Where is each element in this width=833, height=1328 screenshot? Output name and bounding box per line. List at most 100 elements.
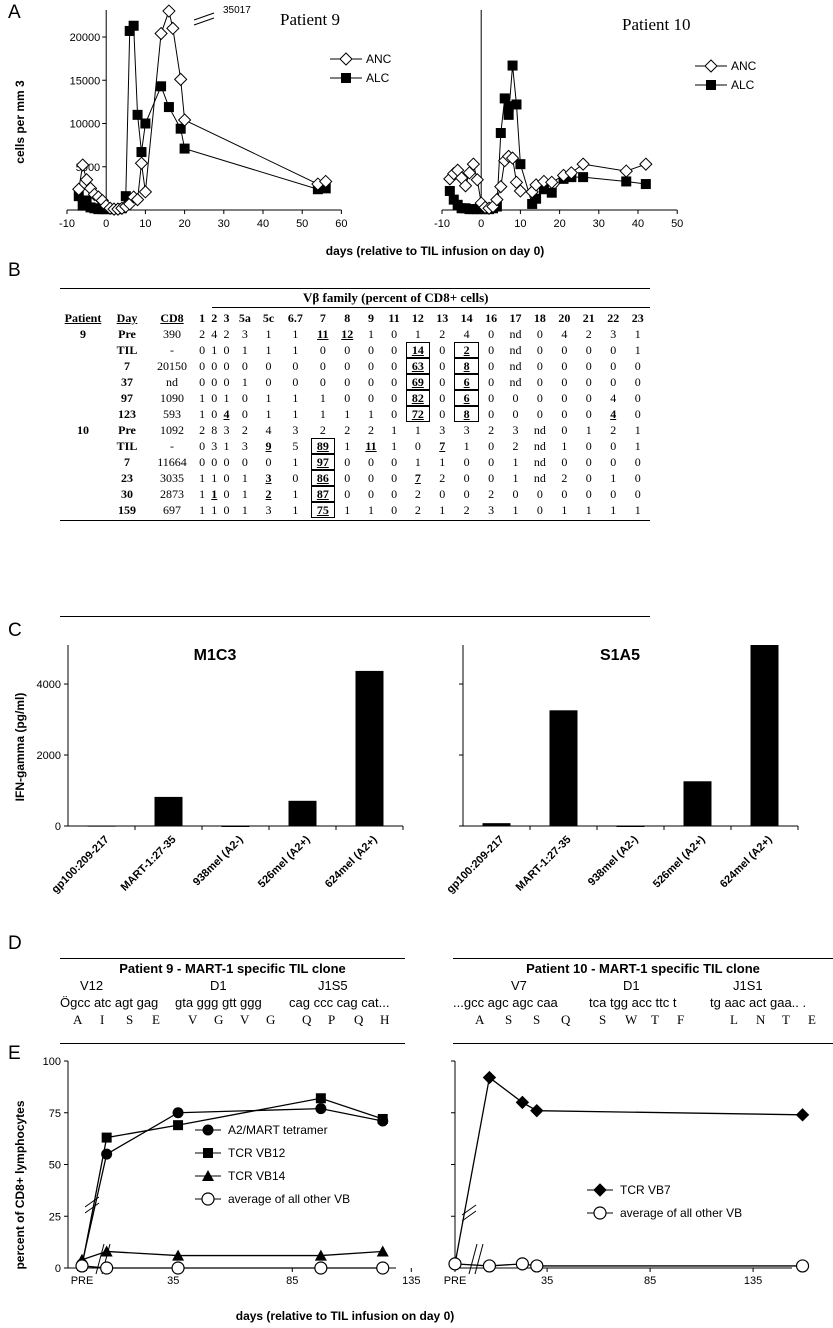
vb-value-cell: 0 [463, 471, 470, 485]
panel-a-series-line [449, 155, 647, 209]
vb-value-cell: 1 [199, 391, 206, 405]
vb-value-cell: 0 [241, 359, 248, 373]
panel-e-legend-marker [201, 1192, 215, 1206]
panel-e-x-tick-label: 35 [167, 1275, 179, 1287]
vb-value-cell: 0 [536, 487, 543, 501]
col-header-vb-family: 3 [223, 311, 230, 325]
vb-value-cell: 3 [241, 439, 248, 453]
vb-value-cell: 1 [292, 391, 299, 405]
vb-value-cell: 0 [292, 471, 299, 485]
vb-value-cell: 0 [223, 503, 230, 517]
panel-c-right-axes: gp100:209-217 MART-1:27-35 938mel (A2-) 526… [445, 645, 799, 896]
panel-a-break-mark [193, 17, 215, 26]
panel-a-data-point [173, 72, 188, 87]
vb-value-cell: 0 [241, 407, 248, 421]
vb-value-cell: 1 [367, 407, 374, 421]
panel-c-category-label: 938mel (A2-) [191, 833, 246, 888]
vb-value-cell: 0 [536, 359, 543, 373]
vb-value-cell: 6 [454, 390, 479, 406]
panel-a-data-point [564, 166, 579, 180]
vb-value-cell: 1 [585, 423, 592, 437]
vb-value-cell: 2 [367, 423, 374, 437]
vb-value-cell: 0 [391, 455, 398, 469]
col-header-vb-family: 22 [607, 311, 620, 325]
vb-value-cell: 0 [634, 391, 641, 405]
panel-e-legend-label: average of all other VB [228, 1192, 350, 1206]
panel-a-series-line [78, 24, 326, 210]
cd8-count-cell: 593 [163, 407, 181, 421]
vb-value-cell: 1 [211, 503, 218, 517]
panel-c-bar [549, 710, 578, 826]
panel-a-left-title: Patient 9 [280, 10, 340, 29]
panel-e-y-tick-label: 75 [49, 1108, 61, 1120]
vb-value-cell: 8 [454, 406, 479, 422]
vb-value-cell: nd [533, 471, 546, 485]
vb-value-cell: 1 [265, 391, 272, 405]
day-cell: 23 [121, 471, 133, 485]
panel-a-data-point [505, 151, 520, 165]
panel-a-left-x-tick-label: -10 [59, 218, 75, 230]
col-header-patient: Patient [64, 311, 102, 325]
vb-value-cell: 2 [344, 423, 351, 437]
vb-value-cell: 2 [561, 471, 568, 485]
vb-value-cell: 0 [512, 391, 519, 405]
vb-value-cell: 0 [488, 343, 495, 357]
patient-cell [60, 406, 106, 422]
vb-value-cell: 0 [536, 375, 543, 389]
cd8-count-cell: 2873 [160, 487, 184, 501]
vb-value-cell: 2 [199, 423, 206, 437]
vb-value-cell: 0 [367, 343, 374, 357]
vb-value-cell: 0 [223, 375, 230, 389]
vb-value-cell: 2 [414, 503, 421, 517]
vb-value-cell: 1 [241, 471, 248, 485]
vb-value-cell: 0 [561, 487, 568, 501]
panel-letter-e: E [8, 1043, 21, 1064]
vb-value-cell: 3 [223, 423, 230, 437]
vb-value-cell: 0 [634, 487, 641, 501]
vb-value-cell: 1 [463, 439, 470, 453]
vb-value-cell: 0 [439, 391, 446, 405]
table-row: 97 1090 1 0 1 0 1 1 1 0 0 0 82 0 6 0 0 0 0 0 4 0 [60, 390, 650, 406]
vb-value-cell: 0 [391, 391, 398, 405]
col-header-cd8: CD8 [160, 311, 184, 325]
panel-a-data-point [503, 101, 514, 112]
panel-a-right-axes: -10 0 10 20 30 40 50 [434, 10, 683, 230]
panel-a-data-point [495, 128, 506, 139]
vb-value-cell: 1 [512, 503, 519, 517]
day-cell: 37 [121, 375, 133, 389]
vb-value-cell: 1 [265, 327, 272, 341]
panel-e-data-point [482, 1070, 497, 1085]
panel-a-data-point [448, 194, 459, 205]
vb-value-cell: 2 [585, 327, 592, 341]
p9-aminoacid: I [100, 1012, 105, 1027]
panel-e-data-point [100, 1261, 114, 1275]
panel-c-bar [683, 781, 712, 826]
vb-value-cell: 0 [585, 343, 592, 357]
vb-value-cell: 0 [512, 487, 519, 501]
panel-e-data-point [515, 1095, 530, 1110]
vb-value-cell: 2 [610, 423, 617, 437]
vb-value-cell: 2 [454, 342, 479, 358]
vb-value-cell: 0 [488, 407, 495, 421]
panel-a-data-point [179, 143, 190, 154]
vb-value-cell: 2 [223, 327, 230, 341]
panel-e-legend-label: average of all other VB [620, 1206, 742, 1220]
vb-value-cell: 0 [610, 343, 617, 357]
vb-value-cell: 0 [536, 503, 543, 517]
vb-value-cell: 0 [463, 455, 470, 469]
p9-nt-v: Ögcc atc agt gag [60, 995, 159, 1010]
panel-letter-c: C [8, 620, 22, 641]
panel-a-right-x-tick-label: 20 [553, 218, 565, 230]
vb-value-cell: 0 [585, 439, 592, 453]
panel-e-data-point [101, 1132, 112, 1143]
panel-c-bar [288, 800, 317, 826]
p9-aminoacid: V [240, 1012, 250, 1027]
vb-value-cell: 0 [367, 487, 374, 501]
cd8-count-cell: 1090 [160, 391, 184, 405]
panel-e-vb7-rise-line [454, 1077, 491, 1264]
col-header-vb-family: 2 [211, 311, 218, 325]
